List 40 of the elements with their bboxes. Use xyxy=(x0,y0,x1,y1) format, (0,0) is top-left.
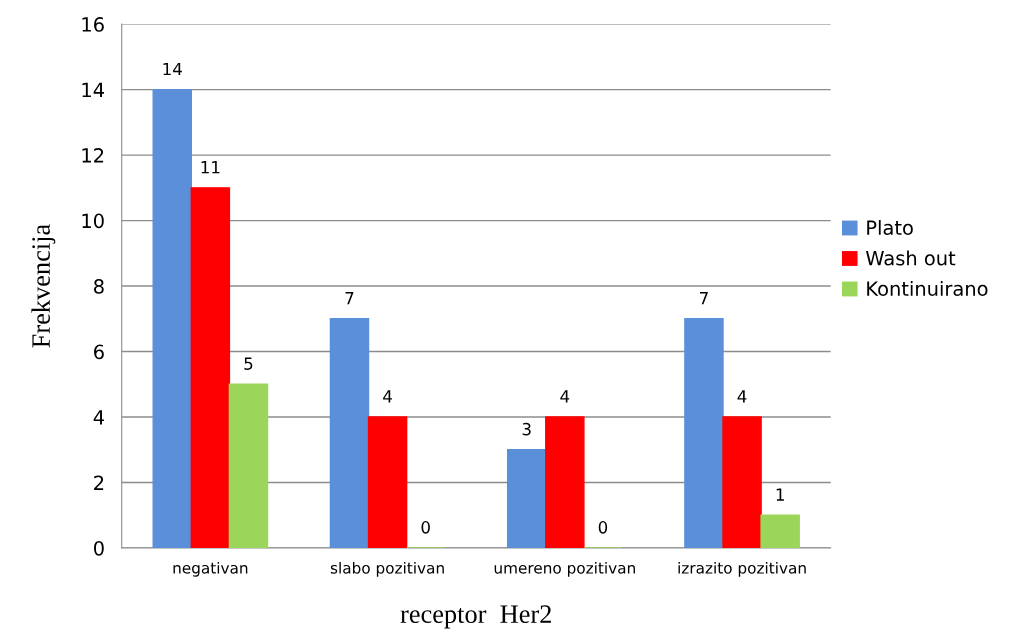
y-tick-label: 8 xyxy=(94,279,104,294)
y-tick-label: 10 xyxy=(82,213,104,229)
bar xyxy=(684,318,724,548)
bar xyxy=(367,416,408,548)
bar xyxy=(506,449,547,548)
bar xyxy=(329,318,370,548)
bar xyxy=(228,383,269,548)
data-label: 4 xyxy=(560,390,570,403)
y-tick-label: 16 xyxy=(82,17,104,32)
data-label: 0 xyxy=(598,521,608,534)
bar xyxy=(545,416,585,548)
x-axis-title: receptor Her2 xyxy=(400,605,551,629)
data-label: 14 xyxy=(163,62,182,76)
data-label: 5 xyxy=(244,357,253,370)
x-tick-label: negativan xyxy=(173,561,248,577)
legend-label: Plato xyxy=(867,219,913,236)
y-tick-label: 14 xyxy=(82,82,104,97)
data-label: 4 xyxy=(737,390,747,403)
legend-label: Kontinuirano xyxy=(867,280,988,296)
y-tick-label: 12 xyxy=(82,148,104,163)
bar xyxy=(760,514,800,548)
y-axis-title: Frekvencija xyxy=(31,224,56,348)
x-tick-label: izrazito pozitivan xyxy=(678,561,806,577)
y-tick-label: 4 xyxy=(93,410,104,425)
data-label: 11 xyxy=(201,161,220,174)
bar xyxy=(722,416,762,548)
bar xyxy=(152,88,192,548)
data-label: 3 xyxy=(522,422,531,436)
y-tick-label: 6 xyxy=(94,344,104,360)
legend-label: Wash out xyxy=(865,250,956,266)
data-label: 7 xyxy=(345,292,354,305)
x-tick-label: umereno pozitivan xyxy=(494,561,635,577)
data-label: 0 xyxy=(421,521,430,534)
x-tick-label: slabo pozitivan xyxy=(330,561,444,577)
y-tick-label: 0 xyxy=(93,540,104,556)
data-label: 4 xyxy=(383,390,392,403)
data-label: 1 xyxy=(776,488,784,501)
bar xyxy=(190,187,231,548)
y-tick-label: 2 xyxy=(94,475,104,490)
data-label: 7 xyxy=(700,292,708,305)
